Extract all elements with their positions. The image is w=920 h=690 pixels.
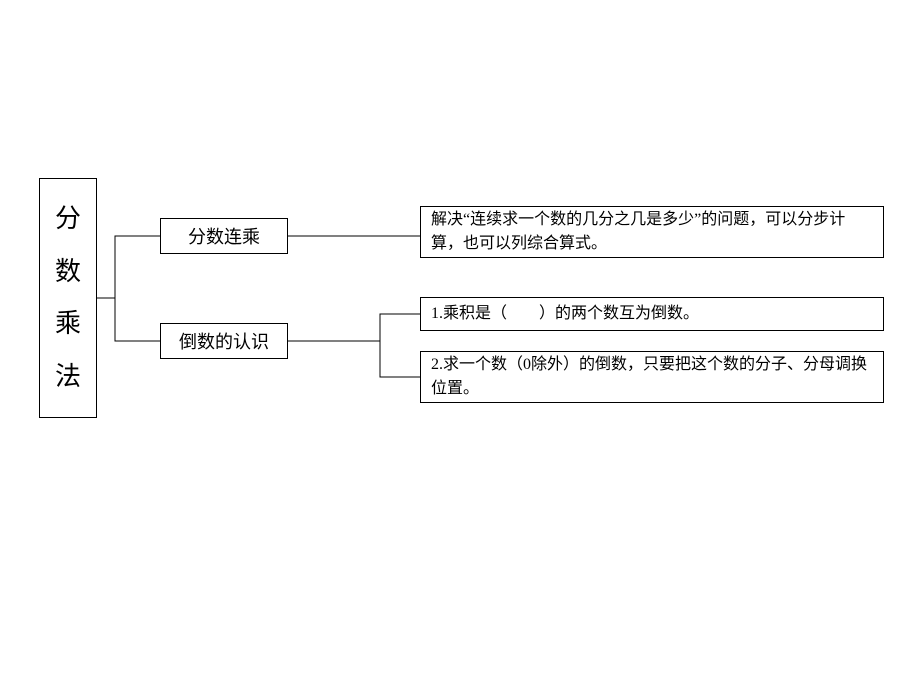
branch-node-1: 分数连乘 [160, 218, 288, 254]
root-char-1: 分 [55, 206, 81, 232]
root-char-3: 乘 [55, 311, 81, 337]
leaf-node-3: 2.求一个数（0除外）的倒数，只要把这个数的分子、分母调换位置。 [420, 351, 884, 403]
root-char-2: 数 [55, 259, 81, 285]
branch-node-2: 倒数的认识 [160, 323, 288, 359]
leaf-1-text: 解决“连续求一个数的几分之几是多少”的问题，可以分步计算，也可以列综合算式。 [431, 208, 873, 256]
branch-2-label: 倒数的认识 [179, 328, 269, 354]
leaf-node-2: 1.乘积是（ ）的两个数互为倒数。 [420, 297, 884, 331]
root-char-4: 法 [55, 364, 81, 390]
branch-1-label: 分数连乘 [188, 223, 260, 249]
diagram-canvas: 分 数 乘 法 分数连乘 倒数的认识 解决“连续求一个数的几分之几是多少”的问题… [0, 0, 920, 690]
leaf-node-1: 解决“连续求一个数的几分之几是多少”的问题，可以分步计算，也可以列综合算式。 [420, 206, 884, 258]
root-node: 分 数 乘 法 [39, 178, 97, 418]
connector-lines [0, 0, 920, 690]
leaf-2-text: 1.乘积是（ ）的两个数互为倒数。 [431, 302, 699, 326]
leaf-3-text: 2.求一个数（0除外）的倒数，只要把这个数的分子、分母调换位置。 [431, 353, 873, 401]
